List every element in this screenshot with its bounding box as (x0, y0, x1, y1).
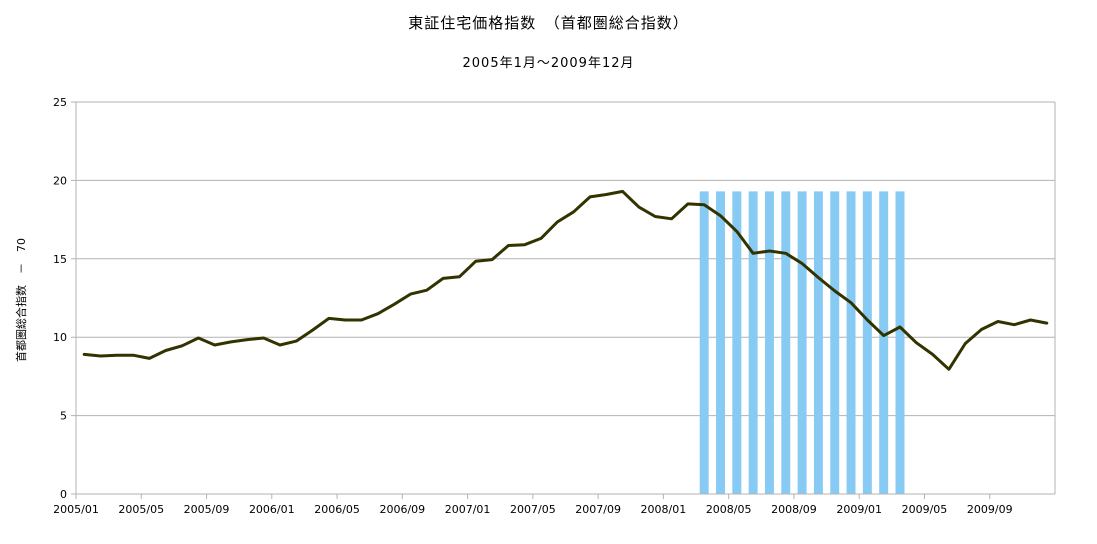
shade-bar-2008-10 (813, 191, 823, 494)
x-tick-label: 2005/09 (184, 503, 230, 516)
shade-bar-2008-06 (748, 191, 758, 494)
x-tick-labels: 2005/01 2005/05 2005/09 2006/01 2006/05 2006/… (53, 503, 1012, 516)
shade-bar-2008-09 (797, 191, 807, 494)
y-tick-labels: 0 5 10 15 20 25 (53, 96, 67, 501)
x-tick-label: 2009/09 (967, 503, 1013, 516)
shade-bar-2008-03 (699, 191, 709, 494)
chart-title: 東証住宅価格指数 （首都圏総合指数） (408, 14, 689, 32)
x-tick-label: 2009/01 (836, 503, 882, 516)
x-tick-label: 2006/05 (314, 503, 360, 516)
y-tick-label: 0 (60, 488, 67, 501)
y-tick-label: 25 (53, 96, 67, 109)
x-tick-label: 2005/01 (53, 503, 99, 516)
x-tick-label: 2008/09 (771, 503, 817, 516)
shade-bar-2008-05 (732, 191, 742, 494)
chart-subtitle: 2005年1月～2009年12月 (462, 56, 635, 71)
y-tick-label: 10 (53, 331, 67, 344)
shade-bar-2009-02 (879, 191, 889, 494)
shade-bar-2008-04 (716, 191, 725, 494)
shade-bar-2008-08 (781, 191, 791, 494)
shade-bar-2009-03 (895, 191, 905, 494)
shaded-period-bars (699, 191, 905, 494)
y-tick-label: 20 (53, 174, 67, 187)
x-tick-label: 2008/01 (641, 503, 687, 516)
x-tick-label: 2008/05 (706, 503, 752, 516)
x-tick-label: 2007/09 (575, 503, 621, 516)
shade-bar-2009-01 (862, 191, 872, 494)
x-tick-label: 2006/09 (379, 503, 425, 516)
x-tick-label: 2009/05 (902, 503, 948, 516)
x-tick-label: 2007/01 (445, 503, 491, 516)
x-tick-label: 2006/01 (249, 503, 295, 516)
shade-bar-2008-11 (830, 191, 840, 494)
y-tick-label: 15 (53, 253, 67, 266)
series-line-path (82, 189, 1049, 371)
shade-bar-2008-12 (846, 191, 856, 494)
axes (71, 101, 1056, 499)
gridlines (76, 101, 1055, 417)
shade-bar-2008-07 (764, 191, 774, 494)
x-tick-label: 2005/05 (118, 503, 164, 516)
y-tick-label: 5 (60, 410, 67, 423)
series-line (82, 189, 1049, 371)
x-tick-label: 2007/05 (510, 503, 556, 516)
